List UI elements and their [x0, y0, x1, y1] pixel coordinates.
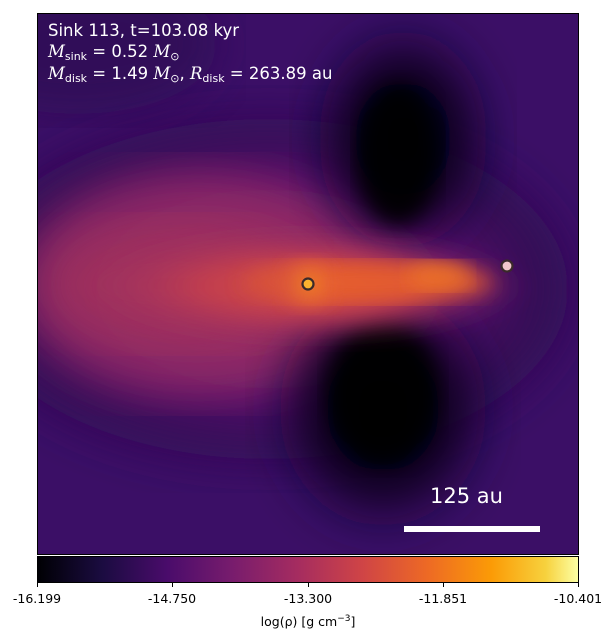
- colorbar-tick-label: -16.199: [12, 591, 62, 606]
- colorbar-tick-label: -11.851: [418, 591, 468, 606]
- colorbar: [37, 556, 579, 583]
- colorbar-tick-label: -14.750: [147, 591, 197, 606]
- sink-mass-line: Msink = 0.52 M⊙: [48, 42, 180, 63]
- sink-secondary-marker: [500, 259, 514, 273]
- disk-line: Mdisk = 1.49 M⊙, Rdisk = 263.89 au: [48, 64, 333, 85]
- scale-bar: [404, 526, 540, 532]
- scale-bar-label: 125 au: [430, 484, 503, 508]
- sink-primary-marker: [301, 277, 315, 291]
- colorbar-tick-label: -13.300: [283, 591, 333, 606]
- density-image: [38, 14, 578, 554]
- title-line: Sink 113, t=103.08 kyr: [48, 21, 240, 40]
- colorbar-tick-label: -10.401: [553, 591, 603, 606]
- colorbar-tick: [308, 583, 309, 587]
- colorbar-tick: [37, 583, 38, 587]
- colorbar-tick: [578, 583, 579, 587]
- colorbar-tick: [172, 583, 173, 587]
- density-map: Sink 113, t=103.08 kyr Msink = 0.52 M⊙ M…: [37, 13, 579, 555]
- colorbar-tick: [443, 583, 444, 587]
- colorbar-label: log(ρ) [g cm−3]: [260, 614, 356, 629]
